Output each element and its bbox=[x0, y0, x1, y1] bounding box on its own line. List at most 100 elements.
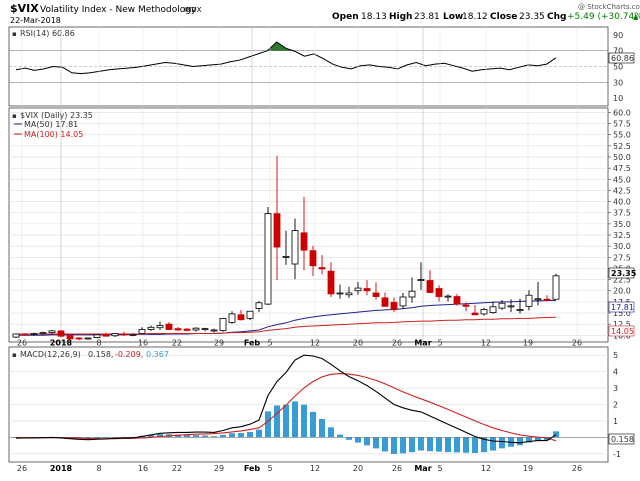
candle-body bbox=[93, 334, 101, 338]
macd-hist-bar bbox=[256, 429, 262, 438]
macd-value-label: 0.158 bbox=[611, 435, 634, 444]
macd-hist-bar bbox=[148, 434, 154, 438]
x-label-bottom: 12 bbox=[481, 464, 491, 473]
x-label-bottom: 2018 bbox=[50, 464, 73, 473]
x-label-bottom: 16 bbox=[138, 464, 148, 473]
candle-body bbox=[318, 267, 326, 270]
candle-body bbox=[381, 297, 389, 307]
candle-body bbox=[435, 288, 443, 297]
rsi-tick-label: 70 bbox=[613, 47, 623, 56]
rsi-legend: RSI(14) 60.86 bbox=[20, 29, 75, 38]
chg-value: +5.49 (+30.74%) bbox=[567, 12, 640, 22]
candle-body bbox=[75, 337, 83, 340]
candle-body bbox=[525, 294, 533, 307]
rsi-legend-icon: ▪ bbox=[12, 30, 17, 38]
candle-body bbox=[273, 213, 281, 248]
x-label-top: 8 bbox=[96, 339, 101, 348]
macd-hist-bar bbox=[490, 437, 496, 451]
macd-hist-bar bbox=[427, 437, 433, 452]
rsi-tick-label: 50 bbox=[613, 63, 623, 72]
x-label-bottom: 29 bbox=[214, 464, 224, 473]
macd-tick-label: 1 bbox=[613, 417, 618, 426]
candle-body bbox=[156, 325, 164, 329]
x-label-top: 16 bbox=[138, 339, 148, 348]
x-label-bottom: Feb bbox=[244, 464, 261, 473]
candle-body bbox=[372, 292, 380, 297]
price-tick-label: 42.5 bbox=[613, 186, 631, 195]
rsi-overbought-fill bbox=[16, 42, 556, 51]
price-tick-label: 40.0 bbox=[613, 198, 631, 207]
candle-body bbox=[417, 279, 425, 282]
candle-body bbox=[489, 306, 497, 313]
candle-body bbox=[291, 230, 299, 265]
macd-hist-bar bbox=[544, 437, 550, 441]
price-tick-label: 37.5 bbox=[613, 209, 631, 218]
rsi-line bbox=[15, 41, 557, 75]
x-label-top: 26 bbox=[392, 339, 402, 348]
macd-hist-bar bbox=[265, 411, 271, 438]
macd-tick-label: 2 bbox=[613, 401, 618, 410]
price-panel: ▪ $VIX (Daily) 23.35 MA(50) 17.81 MA(100… bbox=[8, 27, 637, 462]
macd-hist-bar bbox=[445, 437, 451, 453]
candle-body bbox=[498, 302, 506, 309]
candle-body bbox=[147, 326, 155, 330]
x-label-bottom: 26 bbox=[392, 464, 402, 473]
candle-body bbox=[237, 314, 245, 321]
price-tick-label: 52.5 bbox=[613, 142, 631, 151]
candle-body bbox=[39, 332, 47, 335]
macd-hist-bar bbox=[301, 404, 307, 438]
candle-body bbox=[300, 232, 308, 251]
chg-label: Chg bbox=[547, 12, 566, 22]
candle-body bbox=[480, 309, 488, 315]
watermark: @ StockCharts.com bbox=[578, 3, 640, 11]
ma50-legend: MA(50) 17.81 bbox=[24, 120, 78, 129]
close-price-label: 23.35 bbox=[611, 269, 637, 278]
candle-body bbox=[255, 302, 263, 309]
price-tick-label: 50.0 bbox=[613, 153, 631, 162]
x-label-top: 26 bbox=[572, 339, 582, 348]
macd-hist-bar bbox=[85, 437, 91, 439]
price-tick-label: 20.0 bbox=[613, 287, 631, 296]
macd-legend-signal: -0.209, bbox=[115, 350, 143, 359]
macd-hist-bar bbox=[553, 431, 559, 438]
candle-body bbox=[219, 317, 227, 331]
candle-body bbox=[471, 312, 479, 316]
macd-hist-bar bbox=[328, 427, 334, 438]
x-label-top: 29 bbox=[214, 339, 224, 348]
macd-legend-icon: ▪ bbox=[12, 351, 17, 359]
candle-body bbox=[30, 333, 38, 335]
macd-hist-bar bbox=[202, 435, 208, 438]
macd-tick-label: 5 bbox=[613, 351, 618, 360]
candle-body bbox=[282, 256, 290, 258]
macd-hist-bar bbox=[472, 437, 478, 453]
price-tick-label: 57.5 bbox=[613, 120, 631, 129]
x-label-bottom: 5 bbox=[437, 464, 442, 473]
candle-body bbox=[507, 305, 515, 308]
open-label: Open bbox=[332, 12, 359, 22]
macd-hist-bar bbox=[499, 437, 505, 449]
candle-body bbox=[534, 298, 542, 301]
macd-hist-bar bbox=[337, 434, 343, 438]
x-label-bottom: 19 bbox=[523, 464, 533, 473]
candle-body bbox=[543, 298, 551, 301]
macd-hist-bar bbox=[355, 437, 361, 443]
macd-hist-bar bbox=[436, 437, 442, 452]
macd-panel: ▪ MACD(12,26,9) 0.158, -0.209, 0.367 5 4 3… bbox=[8, 346, 635, 463]
macd-hist-bar bbox=[346, 437, 352, 440]
macd-hist-bar bbox=[400, 437, 406, 454]
candle-body bbox=[408, 290, 416, 298]
macd-hist-bar bbox=[418, 437, 424, 451]
x-label-top: 2018 bbox=[50, 339, 73, 348]
candle-body bbox=[201, 328, 209, 331]
chart-date: 22-Mar-2018 bbox=[10, 16, 61, 25]
open-value: 18.13 bbox=[361, 12, 387, 22]
x-label-bottom: Mar bbox=[414, 464, 431, 473]
candle-body bbox=[552, 275, 560, 300]
macd-hist-bar bbox=[103, 437, 109, 438]
macd-hist-bar bbox=[238, 433, 244, 438]
x-label-top: 26 bbox=[17, 339, 27, 348]
macd-hist-bar bbox=[319, 418, 325, 438]
price-tick-label: 55.0 bbox=[613, 131, 631, 140]
x-label-top: 5 bbox=[437, 339, 442, 348]
symbol: $VIX bbox=[10, 2, 39, 15]
